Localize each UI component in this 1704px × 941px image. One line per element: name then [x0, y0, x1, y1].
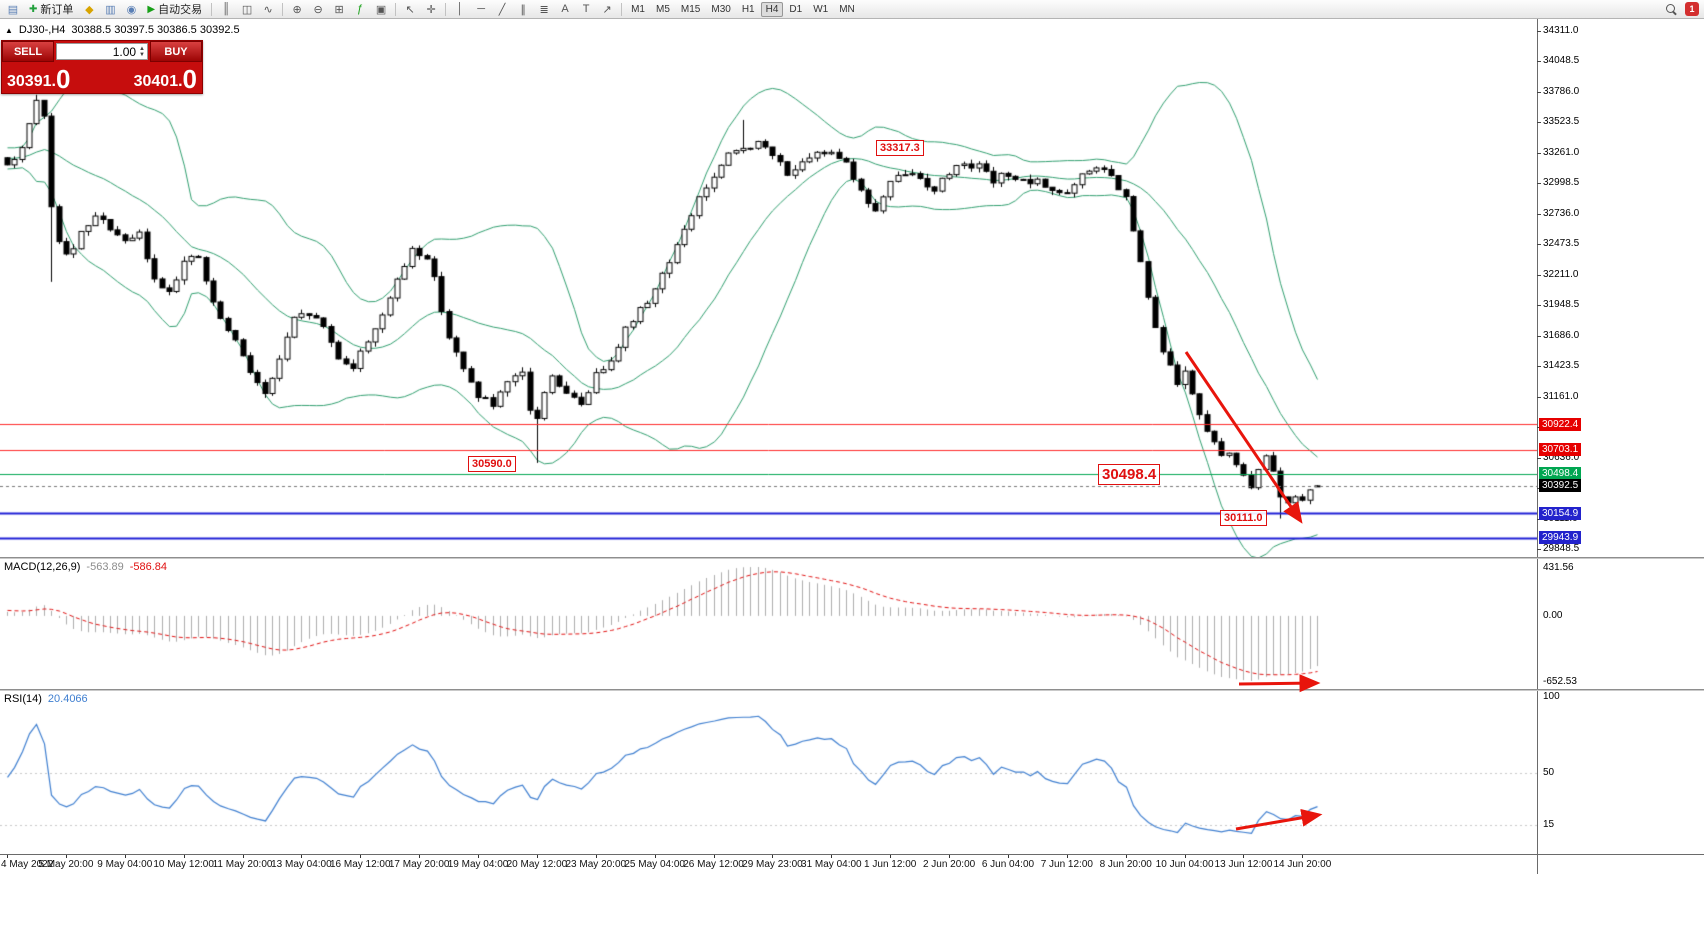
horizontal-line-icon[interactable]: ─ [477, 3, 485, 15]
autotrading-icon: ▶ [147, 3, 156, 15]
chart-caption: ▲ DJ30-,H4 30388.5 30397.5 30386.5 30392… [5, 24, 240, 36]
toolbar-separator [282, 2, 284, 16]
search-icon[interactable] [1661, 1, 1681, 17]
volume-input[interactable]: 1.00 ▲ ▼ [56, 43, 148, 60]
macd-panel-resize-handle[interactable] [0, 557, 1704, 559]
sell-price-big-digit: 0 [55, 64, 71, 94]
timeframe-m15[interactable]: M15 [676, 2, 705, 17]
toolbar-right-group: 1 [1661, 1, 1701, 17]
zoom-out-icon[interactable]: ⊖ [313, 3, 323, 16]
market-watch-icon[interactable]: ▥ [105, 3, 116, 16]
buy-price: 30401. 0 [102, 62, 202, 93]
notification-badge[interactable]: 1 [1685, 2, 1699, 16]
toolbar: ▤ ✚ 新订单 ◆ ▥ ◉ ▶ 自动交易 ║ ◫ ∿ ⊕ ⊖ ⊞ ƒ ▣ ↖ ✛ │ ─ ╱ ∥ ≣ A T ↗ M1 M5 M15 M3… [0, 0, 1704, 19]
autotrading-button[interactable]: ▶ 自动交易 [142, 1, 207, 17]
buy-price-big-digit: 0 [182, 64, 197, 94]
timeframe-w1[interactable]: W1 [808, 2, 833, 17]
new-order-button[interactable]: ✚ 新订单 [24, 1, 78, 17]
price-axis-border [1537, 19, 1538, 874]
trendline-icon[interactable]: ╱ [498, 3, 506, 16]
macd-indicator-label: MACD(12,26,9) -563.89 -586.84 [4, 561, 167, 573]
sell-price-main: 30391. [7, 73, 56, 90]
price-axis[interactable] [1538, 19, 1704, 854]
crosshair-icon[interactable]: ✛ [426, 3, 436, 16]
one-click-trading-panel: SELL 1.00 ▲ ▼ BUY 30391. 0 30401. 0 [1, 40, 203, 94]
rsi-value: 20.4066 [47, 693, 88, 705]
bars-chart-icon[interactable]: ║ [222, 3, 230, 15]
line-chart-icon[interactable]: ∿ [263, 3, 273, 16]
label-icon[interactable]: T [582, 3, 590, 15]
timeframe-m1[interactable]: M1 [626, 2, 650, 17]
timeframe-d1[interactable]: D1 [784, 2, 807, 17]
timeframe-m30[interactable]: M30 [706, 2, 735, 17]
chart-window-icon[interactable]: ▤ [7, 3, 19, 16]
fibonacci-icon[interactable]: ≣ [539, 3, 549, 16]
macd-signal-value: -586.84 [129, 561, 168, 573]
autotrading-button-label: 自动交易 [158, 4, 203, 16]
vertical-line-icon[interactable]: │ [456, 3, 464, 15]
rsi-panel-resize-handle[interactable] [0, 689, 1704, 691]
buy-price-main: 30401. [133, 73, 183, 90]
sell-button[interactable]: SELL [2, 41, 54, 62]
timeframe-mn[interactable]: MN [834, 2, 860, 17]
text-icon[interactable]: A [561, 3, 569, 15]
arrows-icon[interactable]: ↗ [602, 3, 612, 16]
metaeditor-icon[interactable]: ◆ [85, 3, 94, 16]
objects-list-icon[interactable]: ▣ [375, 3, 387, 16]
volume-value: 1.00 [112, 44, 137, 59]
new-order-button-label: 新订单 [40, 4, 74, 16]
time-axis[interactable] [0, 854, 1704, 874]
toolbar-separator [395, 2, 397, 16]
toolbar-separator [621, 2, 623, 16]
volume-down-icon[interactable]: ▼ [139, 51, 145, 58]
macd-main-value: -563.89 [86, 561, 124, 573]
timeframe-h1[interactable]: H1 [737, 2, 760, 17]
volume-up-icon[interactable]: ▲ [139, 45, 145, 52]
indicators-icon[interactable]: ƒ [357, 3, 364, 15]
volume-spinner[interactable]: ▲ ▼ [139, 46, 145, 58]
chart-ohlc-readout: 30388.5 30397.5 30386.5 30392.5 [71, 24, 240, 36]
channel-icon[interactable]: ∥ [520, 3, 526, 16]
buy-button[interactable]: BUY [150, 41, 202, 62]
macd-canvas[interactable] [0, 559, 1537, 689]
chart-symbol-period: DJ30-,H4 [18, 24, 66, 36]
tile-windows-icon[interactable]: ⊞ [334, 3, 344, 16]
chart-caption-marker-icon: ▲ [5, 25, 13, 35]
zoom-in-icon[interactable]: ⊕ [292, 3, 302, 16]
sell-price: 30391. 0 [2, 62, 102, 93]
candlestick-chart-icon[interactable]: ◫ [241, 3, 253, 16]
rsi-indicator-label: RSI(14) 20.4066 [4, 693, 88, 705]
rsi-name: RSI(14) [4, 693, 42, 705]
timeframe-h4[interactable]: H4 [760, 1, 784, 17]
new-order-icon: ✚ [29, 3, 38, 15]
timeframe-m5[interactable]: M5 [651, 2, 675, 17]
cursor-icon[interactable]: ↖ [405, 3, 415, 16]
price-chart-canvas[interactable] [0, 19, 1537, 557]
toolbar-separator [445, 2, 447, 16]
navigator-icon[interactable]: ◉ [126, 3, 137, 16]
rsi-canvas[interactable] [0, 691, 1537, 854]
toolbar-separator [211, 2, 213, 16]
macd-name: MACD(12,26,9) [4, 561, 81, 573]
